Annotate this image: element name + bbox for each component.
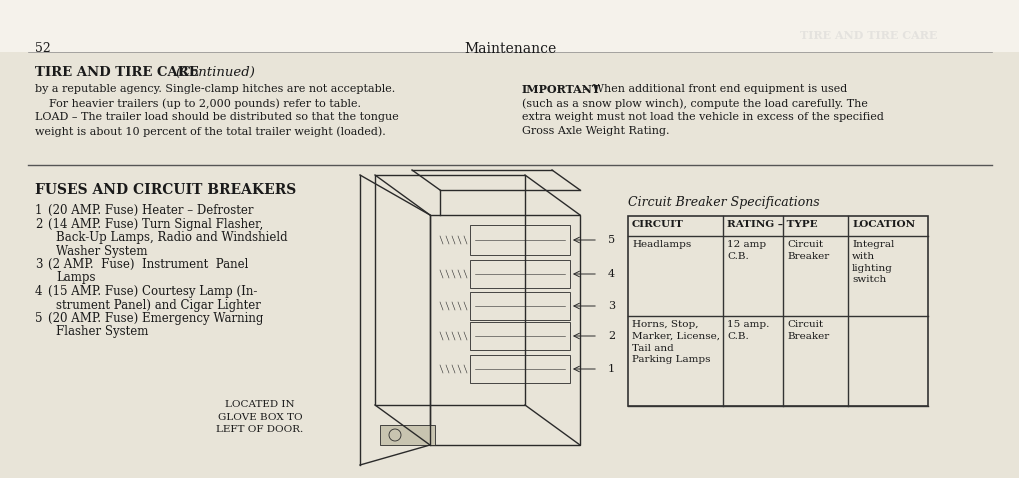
Text: IMPORTANT: IMPORTANT [522,84,600,95]
Text: TIRE AND TIRE CARE: TIRE AND TIRE CARE [35,66,203,79]
Text: LOAD – The trailer load should be distributed so that the tongue: LOAD – The trailer load should be distri… [35,112,398,122]
Text: 2: 2 [35,217,43,230]
Text: – When additional front end equipment is used: – When additional front end equipment is… [580,84,847,94]
Text: RATING – TYPE: RATING – TYPE [727,220,817,229]
Text: Circuit
Breaker: Circuit Breaker [787,240,828,261]
Text: 4: 4 [35,285,43,298]
Text: by a reputable agency. Single-clamp hitches are not acceptable.: by a reputable agency. Single-clamp hitc… [35,84,395,94]
Text: 5: 5 [35,312,43,325]
Text: 3: 3 [607,301,614,311]
Text: Circuit
Breaker: Circuit Breaker [787,320,828,341]
Text: 12 amp
C.B.: 12 amp C.B. [727,240,765,261]
Text: For heavier trailers (up to 2,000 pounds) refer to table.: For heavier trailers (up to 2,000 pounds… [35,98,361,109]
Text: 52: 52 [35,42,51,55]
Text: 15 amp.
C.B.: 15 amp. C.B. [727,320,768,341]
Bar [0,0,1019,52]
Text: 4: 4 [607,269,614,279]
Text: Lamps: Lamps [56,272,96,284]
Text: strument Panel) and Cigar Lighter: strument Panel) and Cigar Lighter [56,298,261,312]
Text: 1: 1 [35,204,43,217]
Text: Headlamps: Headlamps [632,240,691,249]
Text: Flasher System: Flasher System [56,326,148,338]
Text: (15 AMP. Fuse) Courtesy Lamp (In-: (15 AMP. Fuse) Courtesy Lamp (In- [48,285,257,298]
Text: Gross Axle Weight Rating.: Gross Axle Weight Rating. [522,126,668,136]
Text: Circuit Breaker Specifications: Circuit Breaker Specifications [628,196,819,209]
Text: (2 AMP.  Fuse)  Instrument  Panel: (2 AMP. Fuse) Instrument Panel [48,258,249,271]
Text: (14 AMP. Fuse) Turn Signal Flasher,: (14 AMP. Fuse) Turn Signal Flasher, [48,217,263,230]
Text: Horns, Stop,
Marker, License,
Tail and
Parking Lamps: Horns, Stop, Marker, License, Tail and P… [632,320,719,364]
Text: (20 AMP. Fuse) Heater – Defroster: (20 AMP. Fuse) Heater – Defroster [48,204,254,217]
Text: 5: 5 [607,235,614,245]
Text: 1: 1 [607,364,614,374]
Text: LOCATION: LOCATION [851,220,914,229]
Polygon shape [380,425,434,445]
Text: FUSES AND CIRCUIT BREAKERS: FUSES AND CIRCUIT BREAKERS [35,183,296,197]
Text: Back-Up Lamps, Radio and Windshield: Back-Up Lamps, Radio and Windshield [56,231,287,244]
Text: CIRCUIT: CIRCUIT [632,220,683,229]
Text: (20 AMP. Fuse) Emergency Warning: (20 AMP. Fuse) Emergency Warning [48,312,263,325]
Text: Washer System: Washer System [56,245,148,258]
Text: LOCATED IN
GLOVE BOX TO
LEFT OF DOOR.: LOCATED IN GLOVE BOX TO LEFT OF DOOR. [216,400,304,434]
Text: (such as a snow plow winch), compute the load carefully. The: (such as a snow plow winch), compute the… [522,98,867,109]
Text: TIRE AND TIRE CARE: TIRE AND TIRE CARE [799,30,936,41]
Text: 2: 2 [607,331,614,341]
Text: weight is about 10 percent of the total trailer weight (loaded).: weight is about 10 percent of the total … [35,126,385,137]
Text: Maintenance: Maintenance [464,42,555,56]
Text: (Continued): (Continued) [175,66,255,79]
Text: Integral
with
lighting
switch: Integral with lighting switch [851,240,894,284]
Text: 3: 3 [35,258,43,271]
Text: extra weight must not load the vehicle in excess of the specified: extra weight must not load the vehicle i… [522,112,883,122]
